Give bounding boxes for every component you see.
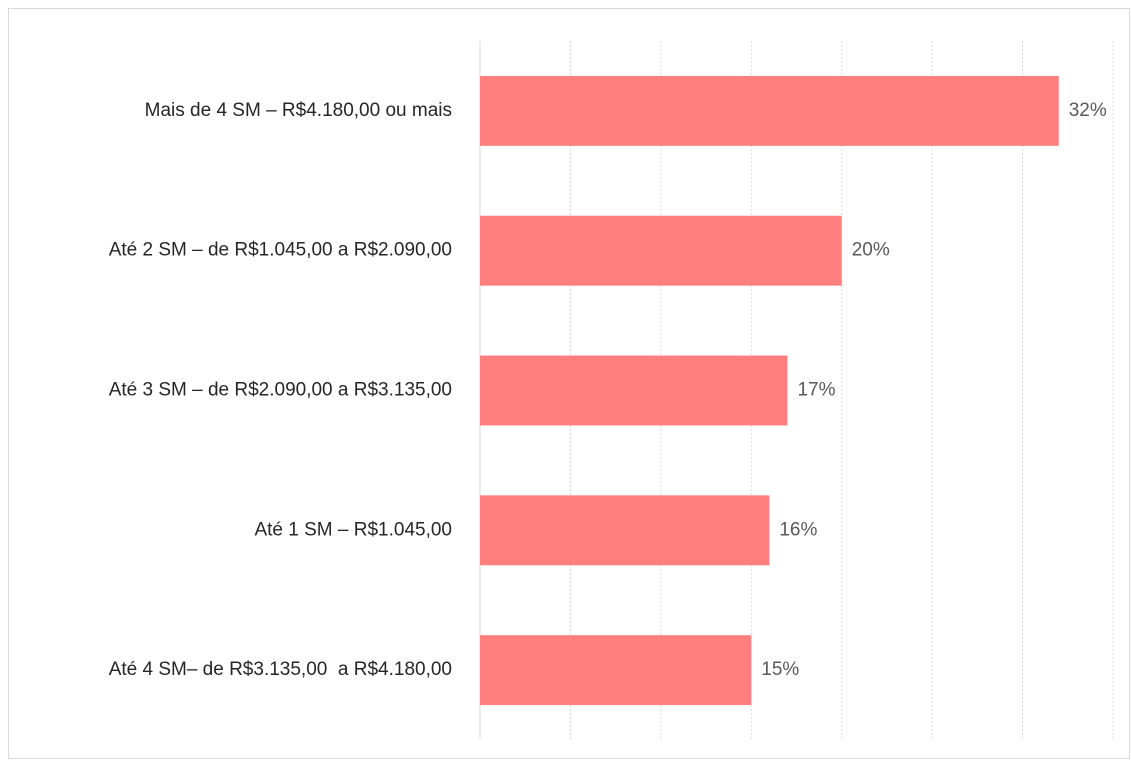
y-tick-label: Até 2 SM – de R$1.045,00 a R$2.090,00	[109, 240, 452, 261]
bar	[480, 635, 752, 706]
y-tick-label: Até 4 SM– de R$3.135,00 a R$4.180,00	[109, 659, 452, 680]
value-label: 16%	[779, 519, 817, 540]
bar	[480, 215, 842, 286]
y-tick-label: Até 1 SM – R$1.045,00	[254, 519, 452, 540]
y-tick-label: Mais de 4 SM – R$4.180,00 ou mais	[145, 100, 452, 121]
value-label: 15%	[761, 659, 799, 680]
value-label: 20%	[852, 240, 890, 261]
y-tick-label: Até 3 SM – de R$2.090,00 a R$3.135,00	[109, 380, 452, 401]
value-label: 32%	[1069, 100, 1107, 121]
bar	[480, 75, 1059, 146]
value-label: 17%	[797, 380, 835, 401]
bar	[480, 495, 770, 566]
bar	[480, 355, 788, 426]
